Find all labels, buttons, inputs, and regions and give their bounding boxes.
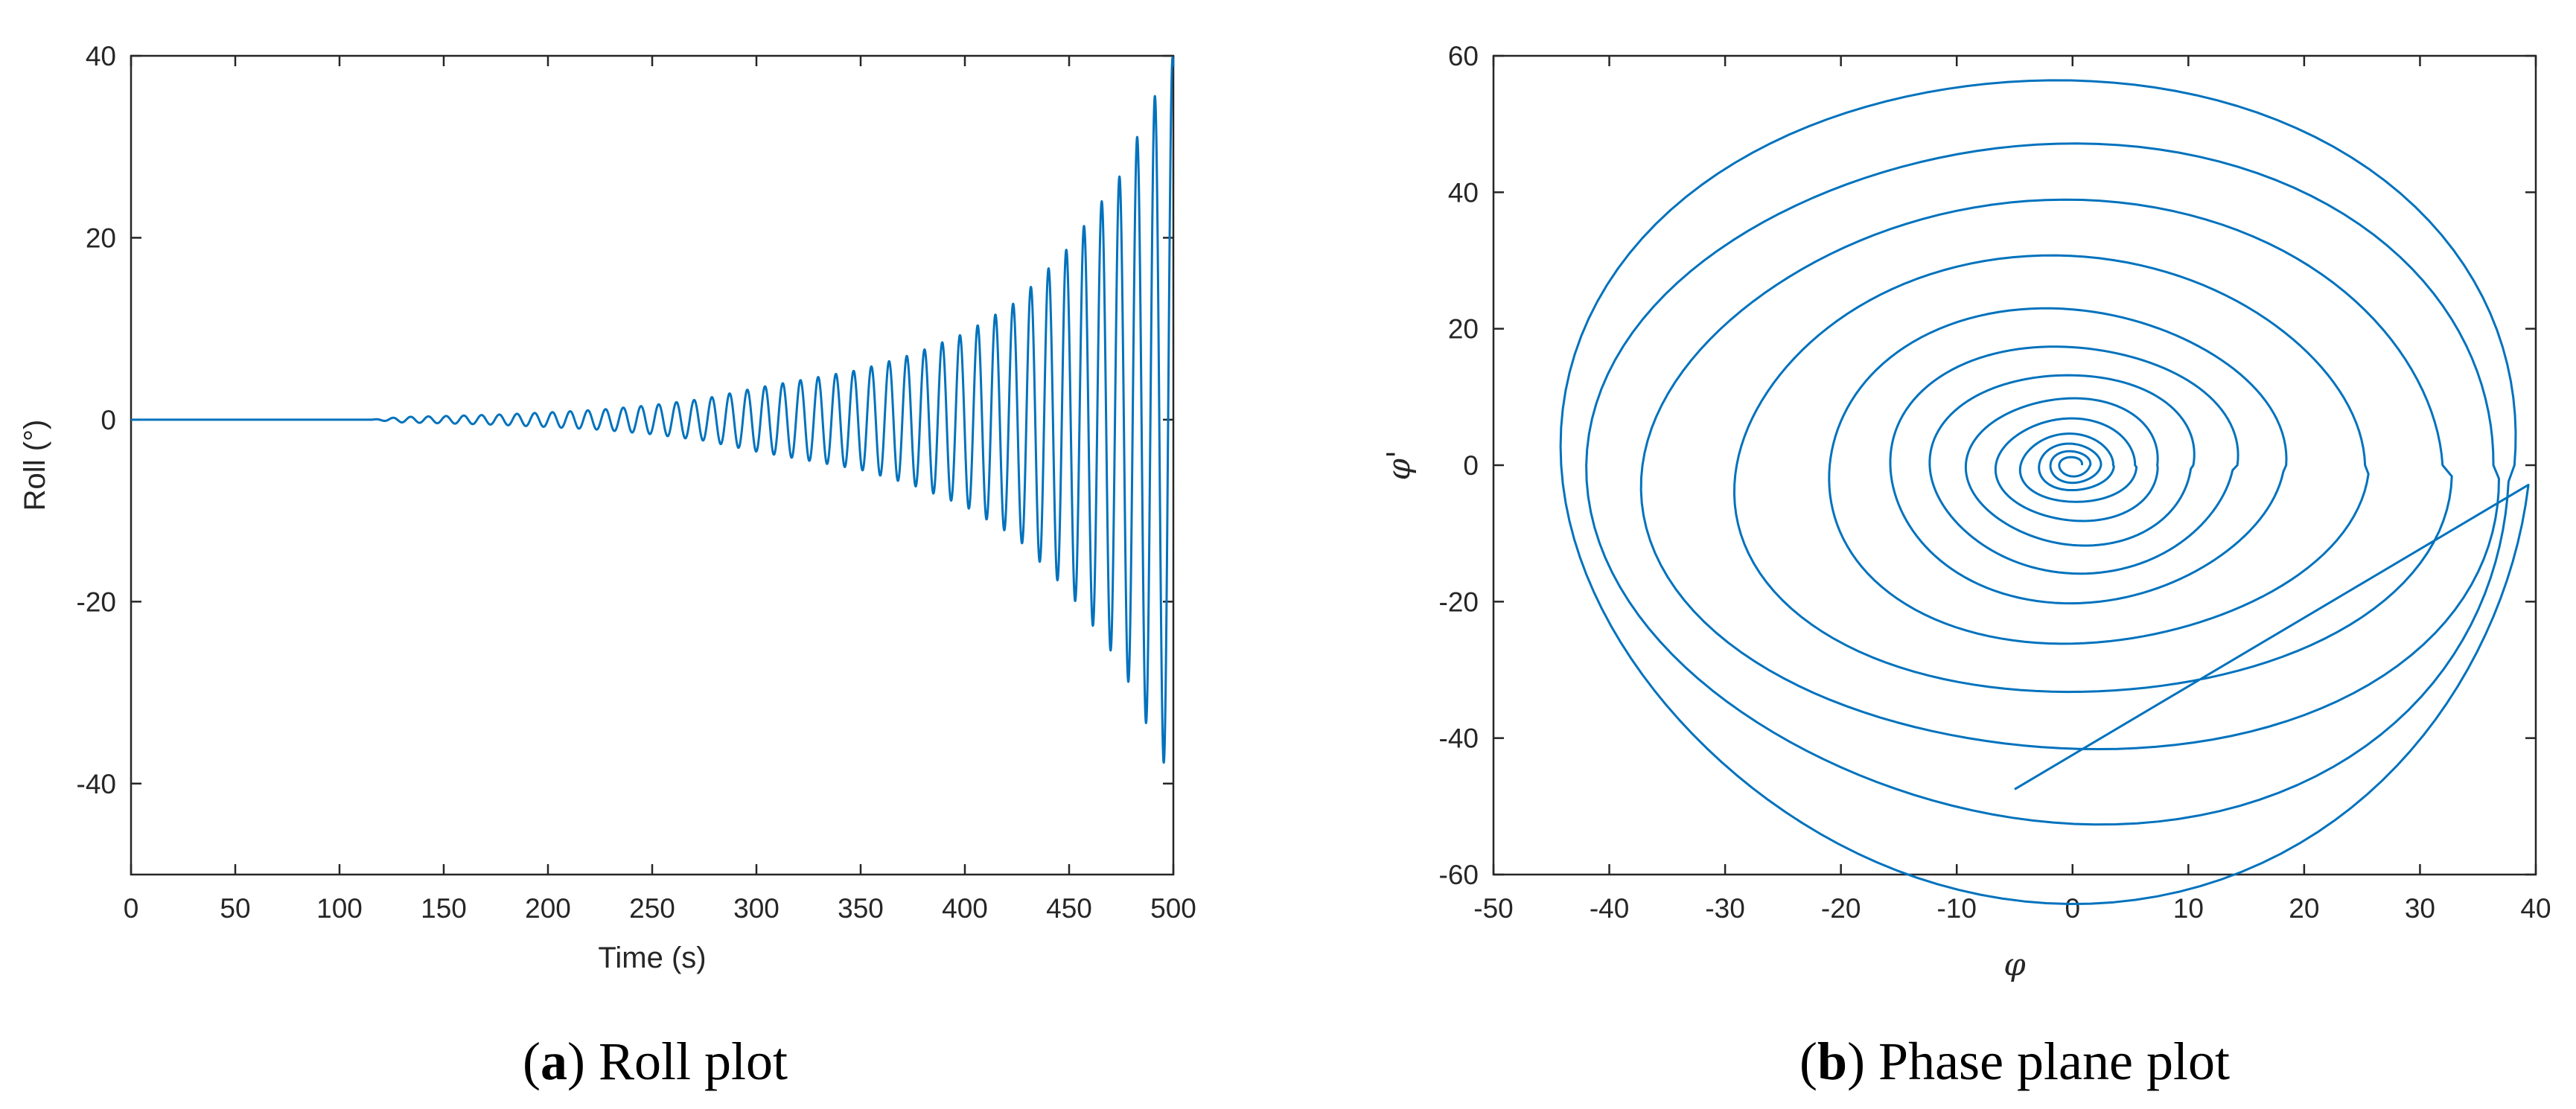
phase-plot-x-tick-label: -50	[1473, 893, 1513, 924]
phase-plot-x-tick-label: -40	[1590, 893, 1629, 924]
phase-plot-y-tick-label: -40	[1439, 723, 1479, 754]
roll-plot-x-axis-label: Time (s)	[598, 942, 706, 974]
phase-plot-x-ticks: -50 -40 -30 -20 -10 0 10 20 30 40	[1473, 56, 2551, 924]
roll-plot-panel: 0 50 100 150 200 250 300 350 400 450 500 -40 -20 0 20…	[19, 41, 1196, 1091]
roll-plot-x-tick-label: 400	[942, 893, 988, 924]
phase-spiral-line	[1559, 79, 2530, 906]
roll-plot-y-ticks: -40 -20 0 20 40	[77, 41, 1173, 799]
phase-plot-caption: (b) Phase plane plot	[1799, 1032, 2230, 1091]
phase-plot-y-tick-label: -60	[1439, 860, 1479, 890]
phase-plane-panel: -50 -40 -30 -20 -10 0 10 20 30 40 -60 -40 -20 0 20 40 6…	[1380, 41, 2551, 1091]
roll-plot-axes-box	[130, 54, 1175, 876]
phase-plot-caption-text: Phase plane plot	[1865, 1032, 2230, 1091]
roll-plot-x-tick-label: 50	[220, 893, 250, 924]
roll-plot-y-axis-label: Roll (°)	[19, 420, 51, 511]
roll-plot-x-tick-label: 200	[525, 893, 571, 924]
phase-plot-y-tick-label: 60	[1448, 41, 1479, 71]
roll-plot-x-tick-label: 0	[124, 893, 139, 924]
roll-plot-x-tick-label: 500	[1150, 893, 1196, 924]
phase-plot-x-tick-label: -30	[1705, 893, 1744, 924]
roll-plot-caption: (a) Roll plot	[523, 1032, 788, 1091]
phase-plot-caption-letter: b	[1817, 1032, 1847, 1091]
phase-plot-x-tick-label: 0	[2065, 893, 2080, 924]
roll-plot-y-tick-label: -40	[77, 769, 116, 799]
phase-plot-x-tick-label: 40	[2520, 893, 2551, 924]
roll-plot-caption-letter: a	[541, 1032, 567, 1091]
phase-plot-x-axis-label: φ	[2003, 946, 2026, 982]
roll-plot-x-tick-label: 300	[733, 893, 780, 924]
roll-plot-y-tick-label: 40	[86, 41, 116, 71]
roll-plot-y-tick-label: 0	[101, 405, 116, 435]
roll-plot-x-tick-label: 250	[629, 893, 675, 924]
roll-plot-y-tick-label: -20	[77, 587, 116, 617]
roll-plot-x-tick-label: 100	[316, 893, 363, 924]
roll-plot-x-tick-label: 350	[838, 893, 884, 924]
roll-series-line	[130, 56, 1175, 764]
roll-plot-x-tick-label: 150	[421, 893, 467, 924]
roll-plot-x-ticks: 0 50 100 150 200 250 300 350 400 450 500	[124, 56, 1196, 924]
phase-plot-x-tick-label: -20	[1821, 893, 1861, 924]
phase-plot-x-tick-label: -10	[1936, 893, 1976, 924]
phase-plot-y-tick-label: -20	[1439, 587, 1479, 617]
phase-plot-x-tick-label: 20	[2289, 893, 2319, 924]
phase-plot-axes-box	[1492, 54, 2537, 876]
phase-plot-y-axis-label: φ'	[1380, 450, 1417, 481]
roll-plot-y-tick-label: 20	[86, 223, 116, 253]
roll-plot-x-tick-label: 450	[1046, 893, 1092, 924]
roll-plot-caption-text: Roll plot	[585, 1032, 788, 1091]
phase-plot-x-tick-label: 30	[2405, 893, 2435, 924]
phase-plot-y-ticks: -60 -40 -20 0 20 40 60	[1439, 41, 2536, 890]
phase-plot-y-tick-label: 40	[1448, 177, 1479, 208]
phase-plot-y-tick-label: 20	[1448, 314, 1479, 345]
phase-plot-x-tick-label: 10	[2173, 893, 2204, 924]
phase-plot-y-tick-label: 0	[1463, 450, 1479, 481]
